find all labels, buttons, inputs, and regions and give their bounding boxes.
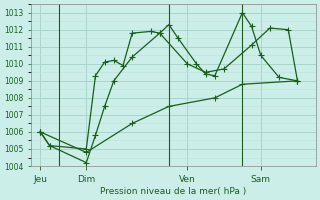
X-axis label: Pression niveau de la mer( hPa ): Pression niveau de la mer( hPa ) (100, 187, 247, 196)
